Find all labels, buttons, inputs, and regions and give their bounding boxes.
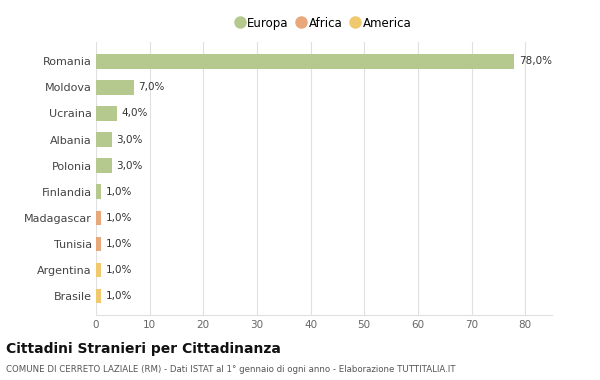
Legend: Europa, Africa, America: Europa, Africa, America xyxy=(232,12,416,35)
Bar xyxy=(96,54,514,68)
Text: 1,0%: 1,0% xyxy=(106,291,132,301)
Bar xyxy=(96,263,101,277)
Text: 7,0%: 7,0% xyxy=(138,82,164,92)
Text: 3,0%: 3,0% xyxy=(116,161,143,171)
Bar xyxy=(96,132,112,147)
Text: 1,0%: 1,0% xyxy=(106,213,132,223)
Bar xyxy=(96,289,101,303)
Bar xyxy=(96,236,101,251)
Bar xyxy=(96,106,118,121)
Text: 3,0%: 3,0% xyxy=(116,135,143,144)
Bar xyxy=(96,80,134,95)
Text: Cittadini Stranieri per Cittadinanza: Cittadini Stranieri per Cittadinanza xyxy=(6,342,281,356)
Text: 1,0%: 1,0% xyxy=(106,265,132,275)
Bar xyxy=(96,211,101,225)
Text: 78,0%: 78,0% xyxy=(519,56,552,66)
Bar xyxy=(96,158,112,173)
Text: 1,0%: 1,0% xyxy=(106,239,132,249)
Text: 4,0%: 4,0% xyxy=(122,108,148,119)
Text: COMUNE DI CERRETO LAZIALE (RM) - Dati ISTAT al 1° gennaio di ogni anno - Elabora: COMUNE DI CERRETO LAZIALE (RM) - Dati IS… xyxy=(6,365,455,374)
Bar xyxy=(96,184,101,199)
Text: 1,0%: 1,0% xyxy=(106,187,132,196)
